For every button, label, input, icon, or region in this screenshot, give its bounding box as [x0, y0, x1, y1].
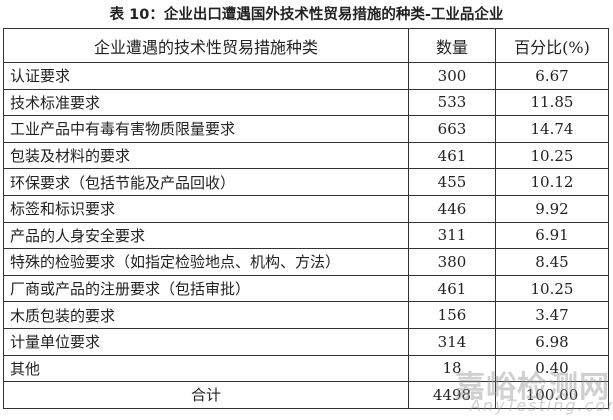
percent-cell: 6.67	[495, 62, 609, 90]
total-percent: 100.00	[495, 381, 609, 409]
type-cell: 特殊的检验要求（如指定检验地点、机构、方法）	[3, 248, 409, 276]
header-type: 企业遭遇的技术性贸易措施种类	[3, 28, 409, 63]
percent-cell: 14.74	[495, 115, 609, 143]
watermark-url: AnyTesting.com	[470, 396, 613, 415]
table-row: 标签和标识要求 446 9.92	[3, 194, 609, 223]
count-cell: 533	[408, 88, 496, 117]
table-row: 其他 18 0.40	[3, 354, 609, 383]
type-cell: 技术标准要求	[3, 88, 409, 117]
percent-cell: 3.47	[495, 301, 609, 329]
table-row: 厂商或产品的注册要求（包括审批） 461 10.25	[3, 274, 609, 303]
type-cell: 包装及材料的要求	[3, 141, 409, 170]
count-cell: 455	[408, 168, 496, 196]
table-row: 木质包装的要求 156 3.47	[3, 301, 609, 329]
header-count: 数量	[408, 28, 496, 63]
table-row: 包装及材料的要求 461 10.25	[3, 141, 609, 170]
table-row: 工业产品中有毒有害物质限量要求 663 14.74	[3, 115, 609, 143]
type-cell: 标签和标识要求	[3, 194, 409, 223]
total-label: 合计	[3, 381, 409, 409]
header-row: 企业遭遇的技术性贸易措施种类 数量 百分比(%)	[3, 28, 609, 63]
count-cell: 311	[408, 221, 496, 250]
table-row: 计量单位要求 314 6.98	[3, 327, 609, 356]
percent-cell: 6.91	[495, 221, 609, 250]
percent-cell: 6.98	[495, 327, 609, 356]
percent-cell: 11.85	[495, 88, 609, 117]
percent-cell: 10.25	[495, 141, 609, 170]
type-cell: 其他	[3, 354, 409, 383]
count-cell: 18	[408, 354, 496, 383]
table-row: 环保要求（包括节能及产品回收） 455 10.12	[3, 168, 609, 196]
table-row: 技术标准要求 533 11.85	[3, 88, 609, 117]
count-cell: 380	[408, 248, 496, 276]
percent-cell: 9.92	[495, 194, 609, 223]
type-cell: 计量单位要求	[3, 327, 409, 356]
table-row: 特殊的检验要求（如指定检验地点、机构、方法） 380 8.45	[3, 248, 609, 276]
count-cell: 300	[408, 62, 496, 90]
header-percent: 百分比(%)	[495, 28, 609, 63]
watermark-logo: 嘉峪检测网	[455, 370, 610, 405]
percent-cell: 10.12	[495, 168, 609, 196]
measures-table: 企业遭遇的技术性贸易措施种类 数量 百分比(%) 认证要求 300 6.67 技术标准…	[3, 28, 609, 409]
table-row: 产品的人身安全要求 311 6.91	[3, 221, 609, 250]
count-cell: 663	[408, 115, 496, 143]
percent-cell: 8.45	[495, 248, 609, 276]
type-cell: 产品的人身安全要求	[3, 221, 409, 250]
count-cell: 156	[408, 301, 496, 329]
type-cell: 认证要求	[3, 62, 409, 90]
count-cell: 461	[408, 274, 496, 303]
percent-cell: 10.25	[495, 274, 609, 303]
type-cell: 环保要求（包括节能及产品回收）	[3, 168, 409, 196]
count-cell: 314	[408, 327, 496, 356]
type-cell: 木质包装的要求	[3, 301, 409, 329]
table-title: 表 10：企业出口遭遇国外技术性贸易措施的种类-工业品企业	[109, 7, 504, 23]
count-cell: 461	[408, 141, 496, 170]
table-row: 认证要求 300 6.67	[3, 62, 609, 90]
count-cell: 446	[408, 194, 496, 223]
total-row: 合计 4498 100.00	[3, 381, 609, 409]
type-cell: 工业产品中有毒有害物质限量要求	[3, 115, 409, 143]
type-cell: 厂商或产品的注册要求（包括审批）	[3, 274, 409, 303]
